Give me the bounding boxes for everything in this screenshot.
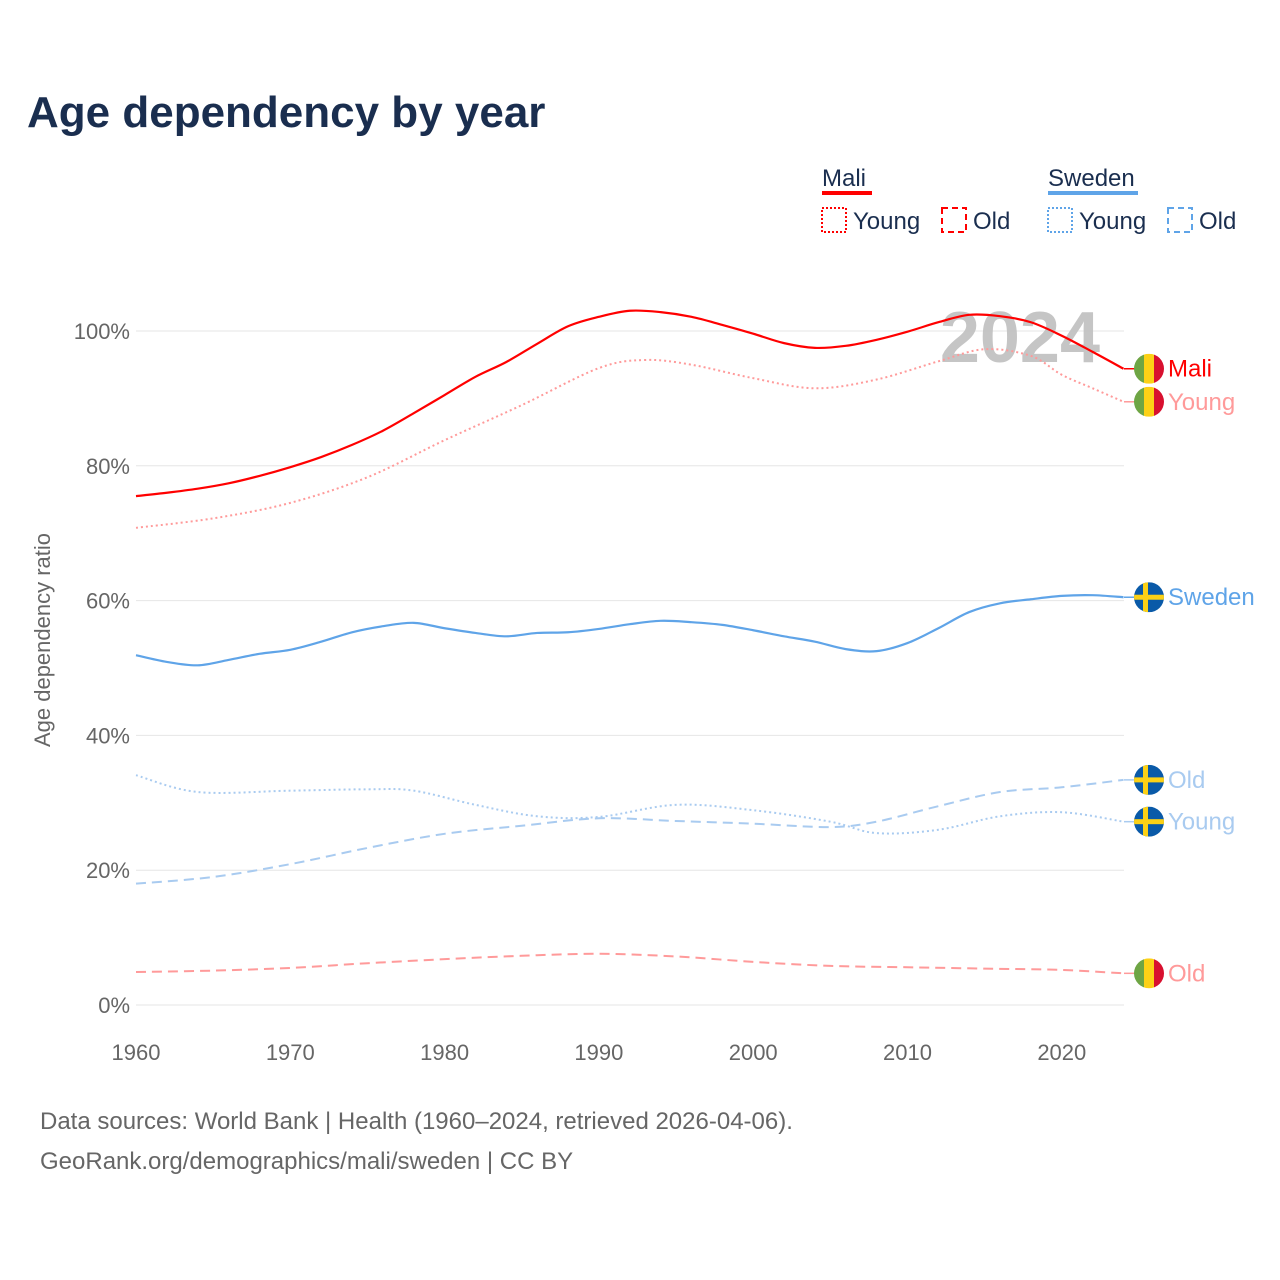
legend-group-underline bbox=[1048, 191, 1138, 195]
y-tick-label: 100% bbox=[74, 319, 130, 344]
x-tick-label: 2000 bbox=[729, 1040, 778, 1065]
legend-swatch-old bbox=[941, 207, 967, 233]
legend-group-title: Sweden bbox=[1048, 165, 1135, 192]
source-url: GeoRank.org/demographics/mali/sweden | C… bbox=[40, 1148, 574, 1175]
sweden-flag-icon bbox=[1134, 764, 1164, 795]
sweden-flag-icon bbox=[1134, 582, 1164, 613]
y-tick-label: 20% bbox=[86, 858, 130, 883]
legend-item-old: Old bbox=[1199, 208, 1236, 235]
y-tick-label: 40% bbox=[86, 723, 130, 748]
x-tick-label: 1970 bbox=[266, 1040, 315, 1065]
x-tick-label: 1960 bbox=[112, 1040, 161, 1065]
sweden-flag-icon bbox=[1134, 806, 1164, 837]
legend-swatch-young bbox=[821, 207, 847, 233]
legend-swatch-old bbox=[1167, 207, 1193, 233]
y-axis-label: Age dependency ratio bbox=[30, 533, 55, 747]
series-line-mali-young bbox=[135, 348, 1124, 529]
legend-item-old: Old bbox=[973, 208, 1010, 235]
mali-flag-icon bbox=[1134, 353, 1164, 384]
series-line-sweden-young bbox=[135, 774, 1124, 835]
y-tick-label: 80% bbox=[86, 454, 130, 479]
series-line-sweden bbox=[135, 594, 1124, 667]
series-line-mali bbox=[135, 309, 1125, 498]
end-label: Young bbox=[1168, 809, 1235, 836]
year-label: 2024 bbox=[940, 298, 1100, 378]
legend-swatch-young bbox=[1047, 207, 1073, 233]
x-tick-label: 1990 bbox=[574, 1040, 623, 1065]
mali-flag-icon bbox=[1134, 958, 1164, 989]
chart-title: Age dependency by year bbox=[27, 88, 546, 137]
x-tick-label: 2020 bbox=[1037, 1040, 1086, 1065]
x-tick-label: 1980 bbox=[420, 1040, 469, 1065]
legend-group-title: Mali bbox=[822, 165, 866, 192]
series-line-mali-old bbox=[135, 952, 1124, 975]
end-label: Old bbox=[1168, 767, 1205, 794]
source-note: Data sources: World Bank | Health (1960–… bbox=[40, 1108, 793, 1135]
end-label: Young bbox=[1168, 389, 1235, 416]
y-tick-label: 60% bbox=[86, 589, 130, 614]
legend-item-young: Young bbox=[853, 208, 920, 235]
y-tick-label: 0% bbox=[98, 993, 130, 1018]
legend-group-underline bbox=[822, 191, 872, 195]
mali-flag-icon bbox=[1134, 386, 1164, 417]
end-label: Sweden bbox=[1168, 584, 1255, 611]
series-line-sweden-old bbox=[135, 778, 1124, 885]
end-label: Mali bbox=[1168, 356, 1212, 383]
end-label: Old bbox=[1168, 960, 1205, 987]
legend-item-young: Young bbox=[1079, 208, 1146, 235]
x-tick-label: 2010 bbox=[883, 1040, 932, 1065]
